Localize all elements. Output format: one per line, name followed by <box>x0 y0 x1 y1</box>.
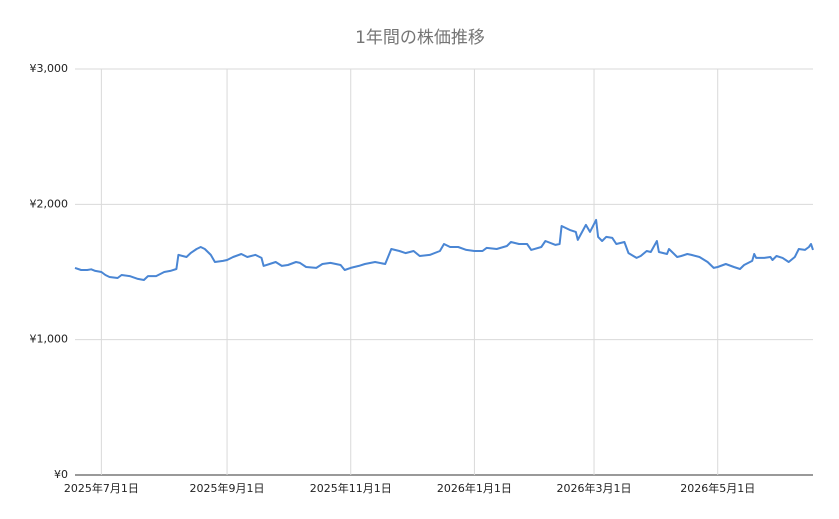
x-tick-label: 2026年1月1日 <box>437 481 512 495</box>
x-tick-label: 2025年9月1日 <box>190 481 265 495</box>
x-tick-label: 2026年3月1日 <box>557 481 632 495</box>
y-tick-label: ¥3,000 <box>30 62 69 75</box>
x-tick-label: 2026年5月1日 <box>680 481 755 495</box>
line-series <box>74 218 814 281</box>
y-tick-label: ¥0 <box>54 468 68 481</box>
chart-title: 1年間の株価推移 <box>355 28 485 48</box>
x-tick-label: 2025年11月1日 <box>310 481 392 495</box>
y-tick-label: ¥2,000 <box>30 197 69 210</box>
x-tick-label: 2025年7月1日 <box>64 481 139 495</box>
y-tick-label: ¥1,000 <box>30 333 69 346</box>
